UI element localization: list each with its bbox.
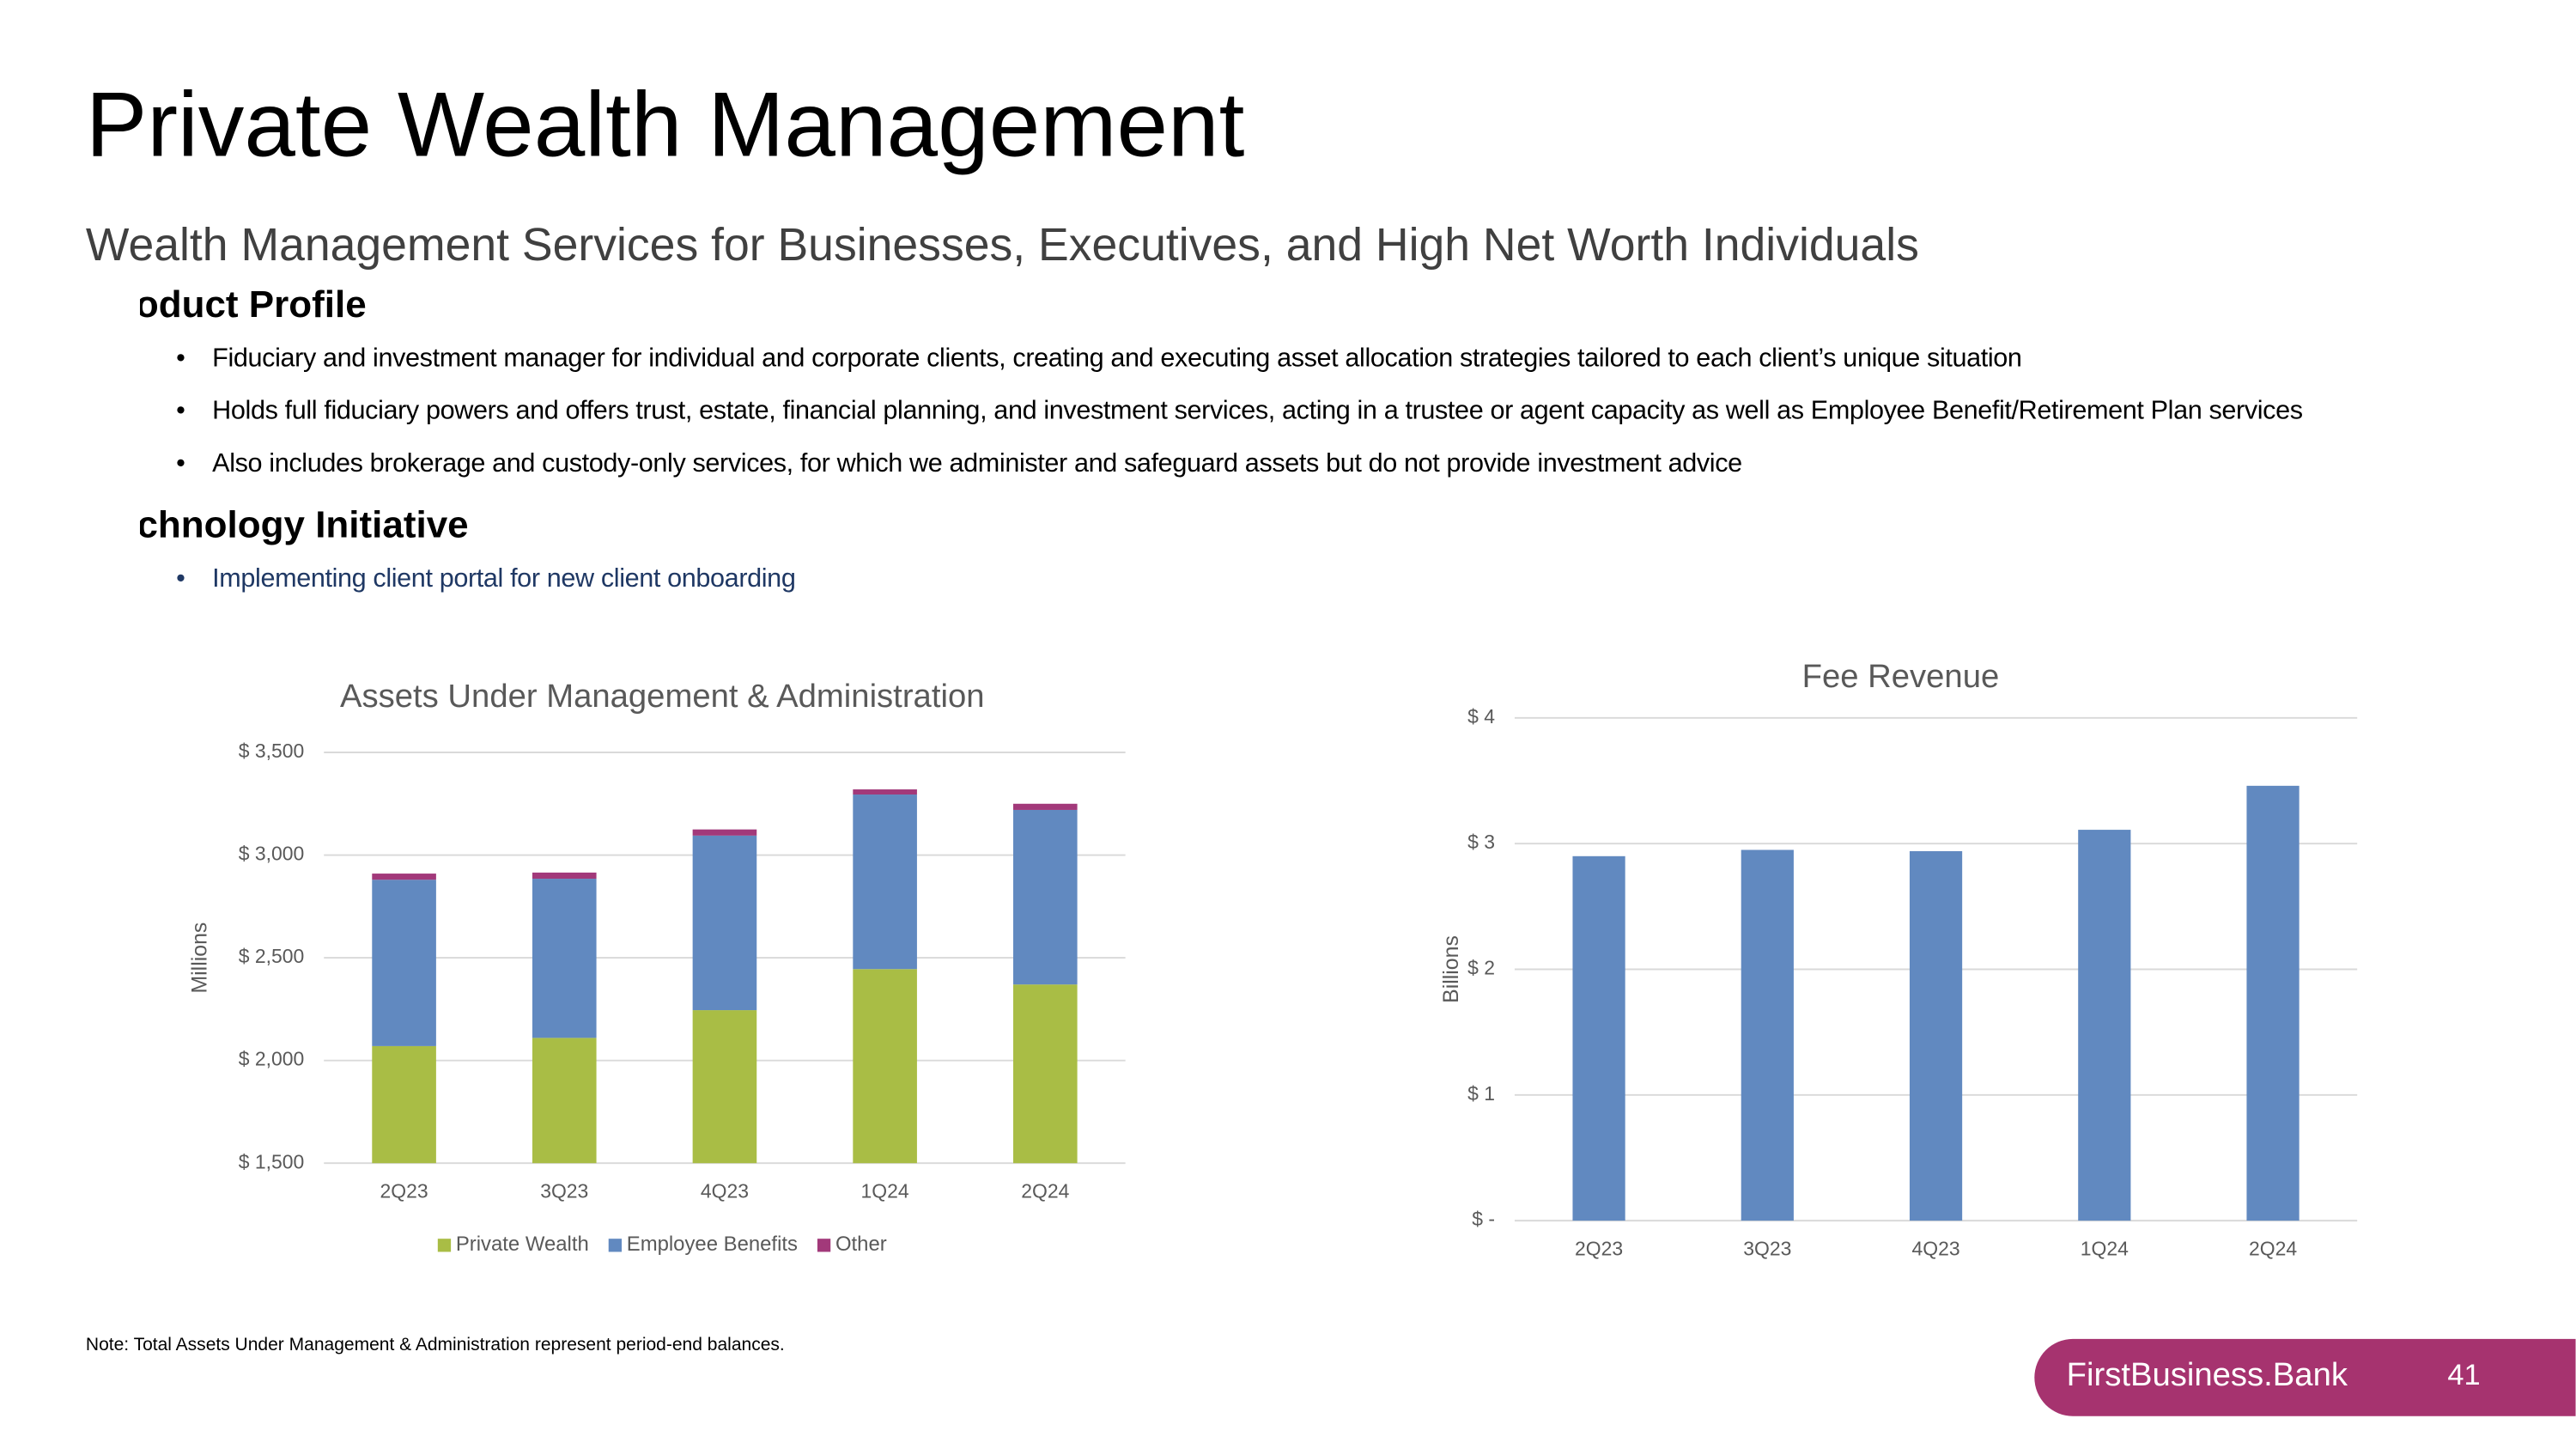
bar <box>1909 850 1963 1221</box>
section-heading: Product Profile <box>140 282 367 326</box>
bar-segment <box>532 879 597 1038</box>
legend-label: Employee Benefits <box>627 1233 798 1256</box>
section-heading: Technology Initiative <box>140 502 469 546</box>
x-tick-label: 2Q23 <box>380 1180 428 1202</box>
legend-swatch <box>437 1239 452 1252</box>
footer-brand: FirstBusiness.Bank <box>2067 1356 2348 1393</box>
bar-segment <box>853 789 917 795</box>
bar-segment <box>692 1010 757 1164</box>
text-block: Product Profile Fiduciary and investment … <box>140 283 2472 661</box>
bar-segment <box>1013 803 1078 810</box>
bar-segment <box>372 1045 436 1164</box>
x-tick-label: 2Q23 <box>1575 1238 1623 1260</box>
x-tick-label: 4Q23 <box>1911 1238 1959 1260</box>
bar <box>1572 855 1625 1221</box>
bar-segment <box>1013 984 1078 1164</box>
y-tick-label: $ 2 <box>1467 957 1495 979</box>
x-tick-label: 2Q24 <box>2249 1238 2297 1260</box>
bar-segment <box>532 872 597 880</box>
bar-segment <box>692 829 757 836</box>
legend-label: Private Wealth <box>456 1233 589 1256</box>
x-tick-label: 3Q23 <box>1743 1238 1791 1260</box>
bullet: Holds full fiduciary powers and offers t… <box>176 393 2472 430</box>
chart-title: Fee Revenue <box>1802 658 2000 695</box>
footer-pill <box>2034 1338 2576 1416</box>
bar-segment <box>853 969 917 1164</box>
x-tick-label: 3Q23 <box>540 1180 588 1202</box>
sections: Product Profile Fiduciary and investment … <box>140 283 2472 598</box>
x-tick-label: 2Q24 <box>1021 1180 1069 1202</box>
x-tick-label: 1Q24 <box>2081 1238 2129 1260</box>
chart-title: Assets Under Management & Administration <box>340 678 985 715</box>
y-axis-label: Billions <box>1439 935 1463 1003</box>
bar <box>1741 849 1794 1221</box>
bar-segment <box>1013 809 1078 985</box>
x-tick-label: 1Q24 <box>861 1180 909 1202</box>
y-tick-label: $ 2,500 <box>239 945 305 967</box>
note: Note: Total Assets Under Management & Ad… <box>86 1335 785 1355</box>
bar <box>2078 830 2131 1221</box>
bullet: Fiduciary and investment manager for ind… <box>176 340 2472 378</box>
bar-segment <box>853 795 917 970</box>
legend-label: Other <box>835 1233 887 1256</box>
y-tick-label: $ 1,500 <box>239 1150 305 1172</box>
y-axis-label: Millions <box>187 922 211 994</box>
x-tick-label: 4Q23 <box>701 1180 749 1202</box>
y-tick-label: $ 1 <box>1467 1082 1495 1105</box>
page-subtitle: Wealth Management Services for Businesse… <box>86 220 1919 271</box>
legend-swatch <box>608 1239 623 1252</box>
page-number: 41 <box>2447 1359 2480 1391</box>
bar-segment <box>372 874 436 880</box>
y-tick-label: $ 3 <box>1467 831 1495 853</box>
y-tick-label: $ 3,000 <box>239 843 305 865</box>
bullet: Also includes brokerage and custody-only… <box>176 445 2472 483</box>
bar-segment <box>532 1038 597 1164</box>
y-tick-label: $ 3,500 <box>239 740 305 762</box>
bar <box>2246 785 2300 1221</box>
legend-swatch <box>817 1239 831 1252</box>
y-tick-label: $ 2,000 <box>239 1048 305 1070</box>
bar-segment <box>692 835 757 1011</box>
y-tick-label: $ - <box>1472 1208 1495 1230</box>
y-tick-label: $ 4 <box>1467 705 1495 728</box>
page-title: Private Wealth Management <box>86 72 1244 175</box>
bullet: Implementing client portal for new clien… <box>176 560 2472 598</box>
bar-segment <box>372 880 436 1046</box>
